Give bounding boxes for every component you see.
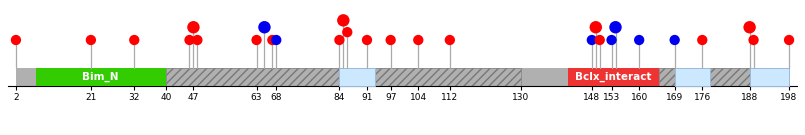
Point [782,39,795,41]
Bar [340,68,375,86]
Bar [166,68,340,86]
Point [333,39,346,41]
Point [747,39,760,41]
Point [605,39,618,41]
Point [589,26,602,28]
Point [341,31,353,33]
Point [191,39,204,41]
Point [10,39,23,41]
Point [668,39,681,41]
Bar [16,68,789,86]
Point [250,39,263,41]
Point [609,26,622,28]
Bar [710,68,749,86]
Point [696,39,708,41]
Point [585,39,598,41]
Point [266,39,279,41]
Point [128,39,141,41]
Point [361,39,374,41]
Point [187,26,200,28]
Point [270,39,283,41]
Text: Bclx_interact: Bclx_interact [576,72,652,82]
Bar [35,68,166,86]
Point [444,39,456,41]
Bar [675,68,710,86]
Bar [375,68,521,86]
Point [337,19,350,21]
Text: Bim_N: Bim_N [82,72,119,82]
Point [85,39,97,41]
Point [593,39,606,41]
Point [384,39,397,41]
Bar [749,68,789,86]
Point [412,39,425,41]
Point [743,26,756,28]
Point [633,39,646,41]
Bar [568,68,659,86]
Point [183,39,196,41]
Bar [659,68,675,86]
Point [258,26,270,28]
